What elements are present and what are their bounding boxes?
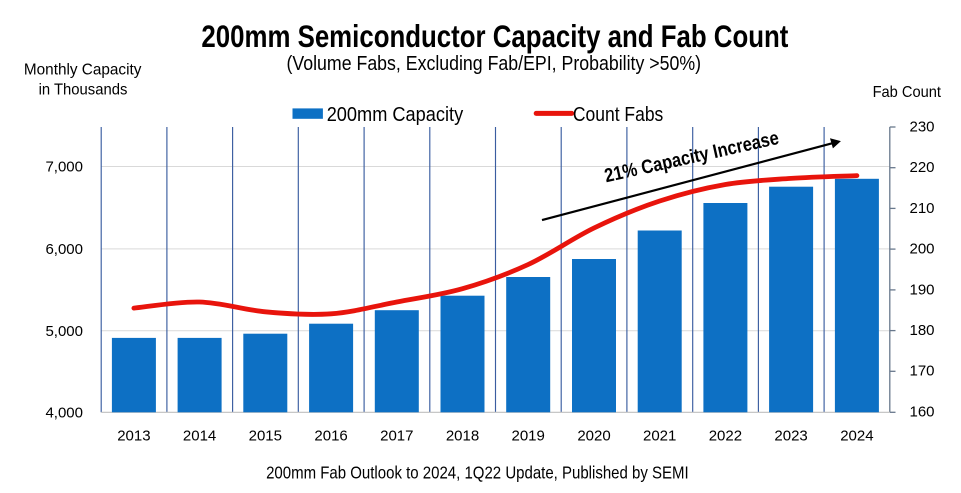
svg-text:2019: 2019 — [512, 428, 545, 445]
svg-text:5,000: 5,000 — [45, 323, 83, 340]
svg-text:210: 210 — [910, 200, 935, 217]
svg-text:Fab Count: Fab Count — [873, 84, 942, 101]
svg-text:160: 160 — [910, 403, 935, 420]
svg-text:200mm Capacity: 200mm Capacity — [327, 103, 464, 126]
svg-text:Count Fabs: Count Fabs — [573, 103, 663, 126]
svg-text:2017: 2017 — [380, 428, 413, 445]
svg-text:in Thousands: in Thousands — [39, 82, 128, 99]
svg-text:190: 190 — [910, 281, 935, 298]
svg-text:Monthly Capacity: Monthly Capacity — [24, 62, 141, 79]
svg-text:2016: 2016 — [314, 428, 347, 445]
svg-text:200mm Fab Outlook to 2024, 1Q2: 200mm Fab Outlook to 2024, 1Q22 Update, … — [266, 463, 689, 483]
svg-text:2014: 2014 — [183, 428, 216, 445]
svg-text:4,000: 4,000 — [45, 404, 83, 421]
svg-text:200mm Semiconductor Capacity a: 200mm Semiconductor Capacity and Fab Cou… — [201, 18, 788, 54]
svg-text:2023: 2023 — [774, 428, 807, 445]
svg-text:2013: 2013 — [117, 428, 150, 445]
svg-text:2015: 2015 — [249, 428, 282, 445]
svg-text:2018: 2018 — [446, 428, 479, 445]
svg-text:(Volume Fabs, Excluding Fab/EP: (Volume Fabs, Excluding Fab/EPI, Probabi… — [287, 53, 702, 75]
svg-text:200: 200 — [910, 241, 935, 258]
svg-text:7,000: 7,000 — [45, 159, 83, 176]
svg-text:180: 180 — [910, 322, 935, 339]
svg-text:2022: 2022 — [709, 428, 742, 445]
svg-text:2021: 2021 — [643, 428, 676, 445]
svg-text:170: 170 — [910, 363, 935, 380]
svg-text:6,000: 6,000 — [45, 241, 83, 258]
svg-text:2024: 2024 — [840, 428, 873, 445]
svg-text:230: 230 — [910, 118, 935, 135]
svg-text:220: 220 — [910, 159, 935, 176]
svg-text:2020: 2020 — [577, 428, 610, 445]
